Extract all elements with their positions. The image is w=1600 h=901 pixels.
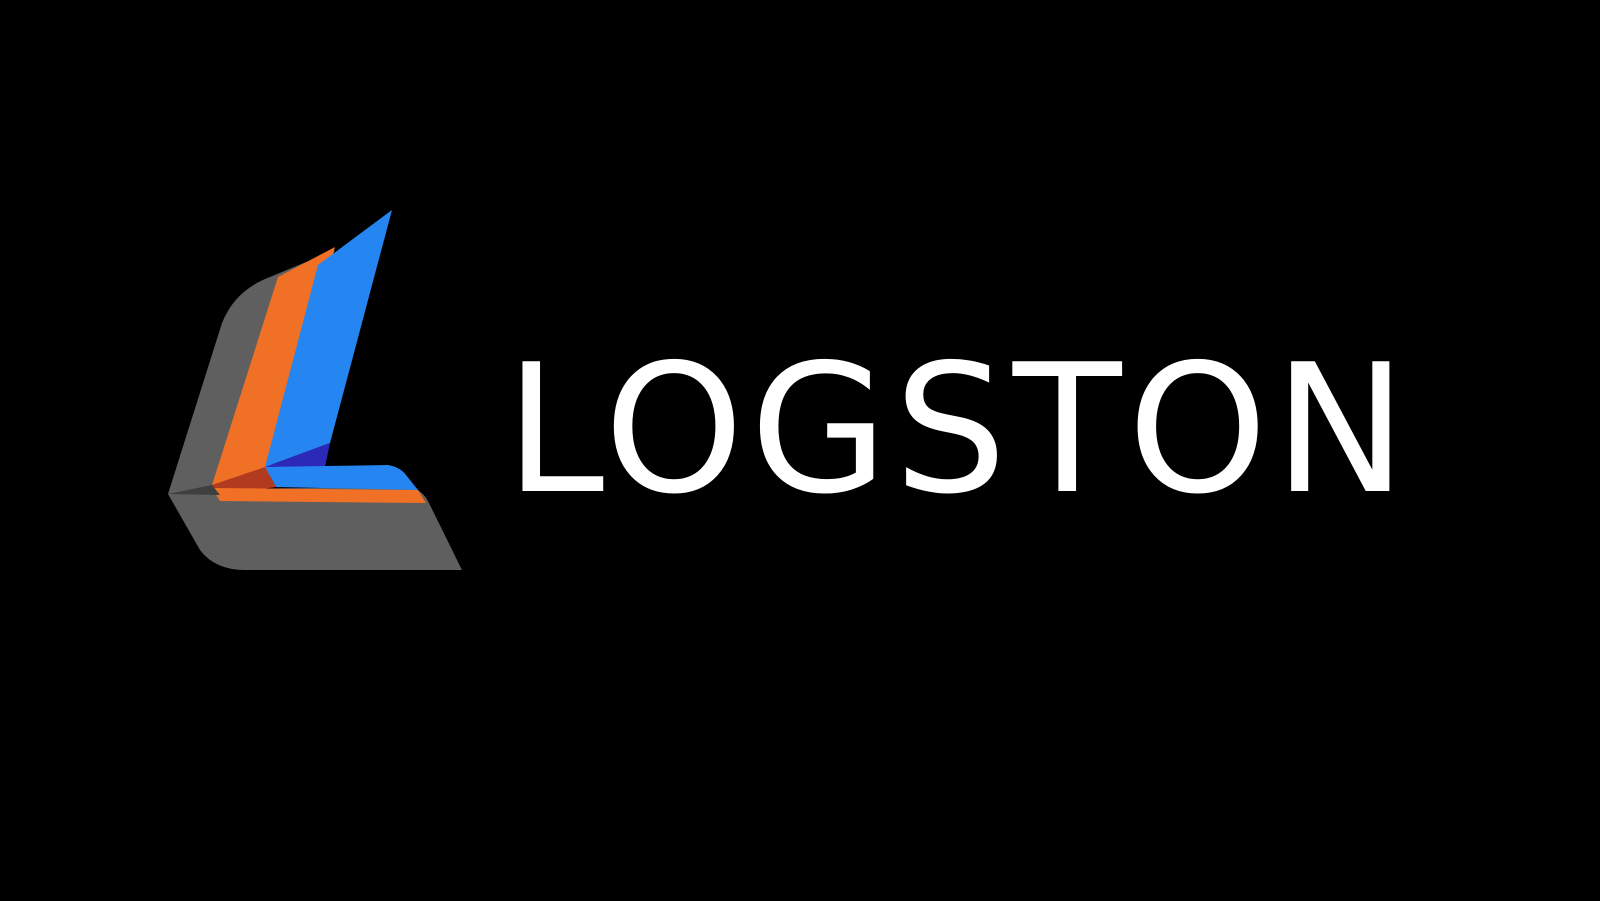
logo-orange-foot (212, 488, 426, 503)
brand-wordmark: LOGSTON (505, 326, 1413, 533)
logo-gray-base (168, 487, 462, 570)
logo-blue-foot (265, 465, 418, 490)
logo-orange-band (212, 247, 335, 485)
logo-blue-fold (265, 443, 330, 467)
stylized-l-logo-icon (168, 210, 462, 570)
logo-blue-band (265, 210, 392, 467)
logo-orange-fold (212, 467, 276, 495)
logo-shadow (168, 485, 220, 495)
